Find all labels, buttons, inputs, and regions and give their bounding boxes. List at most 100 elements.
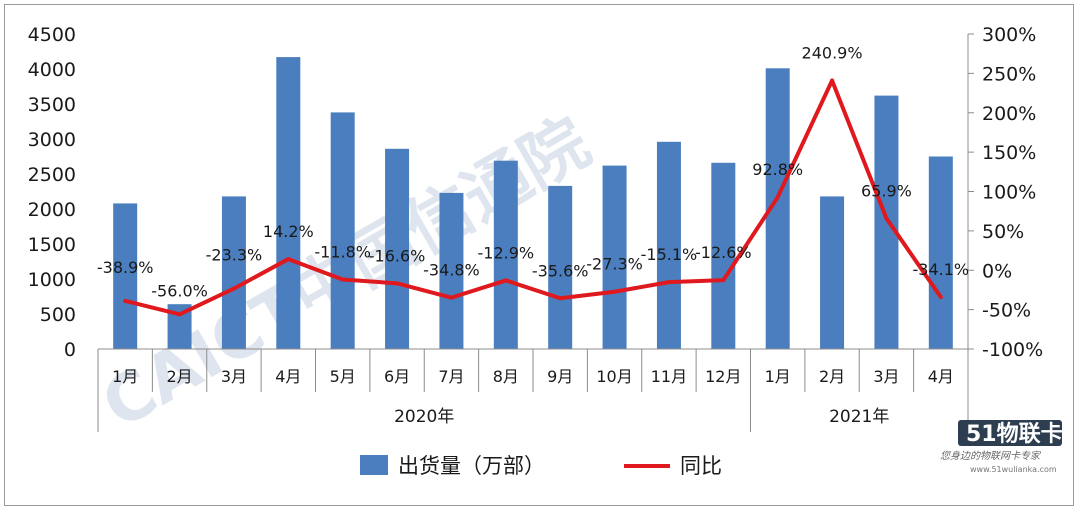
bar: [711, 162, 736, 349]
x-category-label: 1月: [112, 367, 138, 386]
right-tick-label: 300%: [982, 24, 1036, 46]
left-tick-label: 4500: [28, 24, 76, 46]
yoy-data-label: 92.8%: [752, 160, 803, 179]
left-tick-label: 4000: [28, 59, 76, 81]
line-point: [884, 216, 889, 221]
bar: [276, 57, 301, 349]
x-category-label: 3月: [221, 367, 247, 386]
yoy-data-label: -15.1%: [641, 245, 698, 264]
bar-series: [113, 57, 953, 350]
data-labels: -38.9% -56.0% -23.3%14.2%-11.8%-16.6%-34.8…: [97, 44, 969, 301]
x-category-label: 7月: [438, 367, 464, 386]
yoy-data-label: -12.6%: [695, 243, 752, 262]
line-point: [612, 289, 617, 294]
x-category-label: 9月: [547, 367, 573, 386]
right-tick-label: -100%: [982, 339, 1043, 361]
x-category-label: 1月: [765, 367, 791, 386]
right-axis: -100% -50% 0% 50% 100% 150% 200% 250% 300%: [967, 24, 1043, 361]
right-tick-label: 150%: [982, 142, 1036, 164]
yoy-data-label: -27.3%: [586, 255, 643, 274]
x-category-label: 2月: [819, 367, 845, 386]
line-point: [395, 281, 400, 286]
x-category-label: 5月: [330, 367, 356, 386]
x-category-label: 4月: [928, 367, 954, 386]
line-point: [938, 295, 943, 300]
yoy-data-label: -35.6%: [532, 261, 589, 280]
bar: [820, 196, 845, 349]
left-tick-label: 0: [64, 339, 76, 361]
left-axis: 0 500 1000 1500 2000 2500 3000 3500 4000 4500: [28, 24, 76, 361]
legend-line-label: 同比: [680, 454, 722, 478]
brand-logo: 51物联卡 您身边的物联网卡专家 www.51wulianka.com: [940, 420, 1063, 474]
line-point: [123, 298, 128, 303]
yoy-line: [124, 78, 943, 317]
legend-bar-label: 出货量（万部）: [398, 454, 545, 478]
year-group-label: 2020年: [394, 407, 454, 427]
right-tick-label: 200%: [982, 103, 1036, 125]
bar: [656, 141, 681, 349]
right-tick-label: -50%: [982, 300, 1031, 322]
left-tick-label: 500: [40, 304, 76, 326]
bar: [493, 160, 518, 349]
bar: [113, 203, 138, 349]
yoy-data-label: -16.6%: [369, 246, 426, 265]
yoy-data-label: -34.8%: [423, 261, 480, 280]
yoy-data-label: 240.9%: [802, 44, 863, 63]
brand-url: www.51wulianka.com: [970, 465, 1057, 474]
line-point: [721, 278, 726, 283]
x-category-label: 3月: [873, 367, 899, 386]
line-point: [558, 296, 563, 301]
x-category-label: 11月: [651, 367, 687, 386]
year-group-label: 2021年: [829, 407, 889, 427]
left-tick-label: 1500: [28, 234, 76, 256]
right-tick-label: 50%: [982, 221, 1024, 243]
bar: [221, 196, 246, 349]
line-point: [449, 295, 454, 300]
x-category-label: 4月: [275, 367, 301, 386]
legend-bar-swatch: [360, 455, 388, 475]
bar: [874, 95, 899, 349]
line-point: [503, 278, 508, 283]
line-point: [340, 277, 345, 282]
left-tick-label: 2000: [28, 199, 76, 221]
yoy-data-label: -34.1%: [913, 260, 970, 279]
right-tick-label: 250%: [982, 63, 1036, 85]
brand-logo-text: 51物联卡: [966, 421, 1063, 447]
x-category-label: 2月: [166, 367, 192, 386]
left-tick-label: 3500: [28, 94, 76, 116]
line-point: [177, 312, 182, 317]
bar: [385, 148, 410, 349]
bar: [928, 156, 953, 349]
yoy-data-label: 14.2%: [263, 222, 314, 241]
yoy-data-label: -11.8%: [314, 243, 371, 262]
chart-frame: [4, 4, 1074, 506]
line-point: [666, 280, 671, 285]
x-category-label: 12月: [705, 367, 741, 386]
bar: [548, 185, 573, 349]
x-category-label: 8月: [493, 367, 519, 386]
right-tick-label: 0%: [982, 260, 1012, 282]
x-category-label: 10月: [596, 367, 632, 386]
line-point: [231, 286, 236, 291]
line-point: [830, 78, 835, 83]
line-point: [775, 195, 780, 200]
yoy-data-label: -12.9%: [478, 243, 535, 262]
x-category-label: 6月: [384, 367, 410, 386]
brand-slogan: 您身边的物联网卡专家: [940, 450, 1042, 462]
yoy-data-label: -38.9%: [97, 258, 154, 277]
bar: [330, 112, 355, 350]
bar: [439, 192, 464, 349]
left-tick-label: 1000: [28, 269, 76, 291]
yoy-data-label: -56.0%: [151, 281, 208, 300]
yoy-data-label: -23.3%: [206, 246, 263, 265]
brand-logo-badge: [958, 420, 1062, 446]
line-point: [286, 257, 291, 262]
left-tick-label: 2500: [28, 164, 76, 186]
legend: 出货量（万部） 同比: [360, 454, 722, 478]
line-series: [123, 78, 943, 317]
left-tick-label: 3000: [28, 129, 76, 151]
yoy-data-label: 65.9%: [861, 181, 912, 200]
x-axis: 1月 2月 3月 4月 5月 6月 7月 8月 9月 10月 11月 12月 1月 2月 3月 4月 2020年…: [97, 348, 969, 432]
right-tick-label: 100%: [982, 182, 1036, 204]
